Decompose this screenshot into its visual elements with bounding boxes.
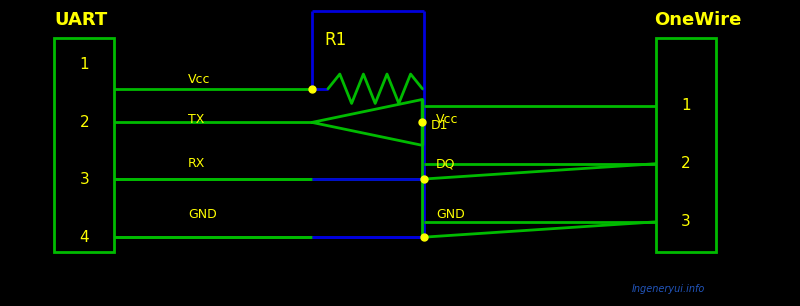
Text: 3: 3: [79, 171, 90, 187]
Text: 2: 2: [681, 156, 691, 171]
Bar: [54, 38, 114, 252]
Text: RX: RX: [188, 157, 206, 170]
Text: UART: UART: [54, 11, 108, 29]
Text: 4: 4: [79, 230, 90, 245]
Text: Vcc: Vcc: [188, 73, 210, 86]
Text: 1: 1: [681, 98, 691, 113]
Text: 1: 1: [79, 57, 90, 72]
Text: R1: R1: [325, 31, 347, 49]
Text: GND: GND: [188, 208, 217, 221]
Text: Ingeneryui.info: Ingeneryui.info: [632, 284, 706, 294]
Text: TX: TX: [188, 113, 204, 126]
Text: GND: GND: [436, 208, 465, 221]
Text: OneWire: OneWire: [654, 11, 742, 29]
Text: DQ: DQ: [436, 157, 455, 170]
Bar: [656, 38, 716, 252]
Text: D1: D1: [430, 119, 448, 132]
Text: 2: 2: [79, 115, 90, 130]
Text: Vcc: Vcc: [436, 113, 458, 126]
Text: 3: 3: [681, 214, 691, 230]
